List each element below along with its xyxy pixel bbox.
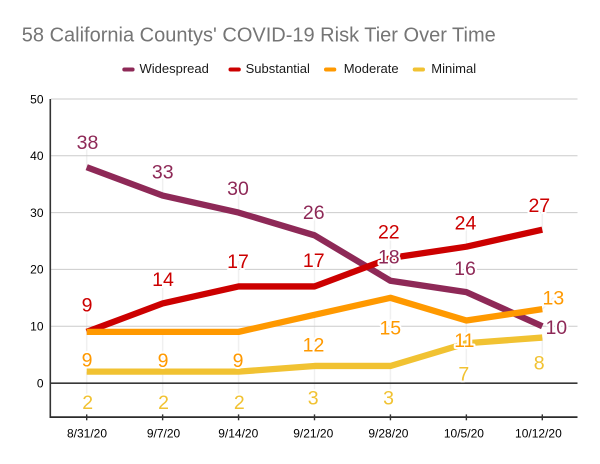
svg-text:7: 7 <box>458 364 469 386</box>
svg-text:Moderate: Moderate <box>344 61 399 76</box>
svg-text:20: 20 <box>30 263 44 277</box>
svg-text:Substantial: Substantial <box>246 61 310 76</box>
svg-text:50: 50 <box>30 92 44 106</box>
svg-text:17: 17 <box>303 250 325 272</box>
svg-text:8: 8 <box>534 353 545 375</box>
svg-text:18: 18 <box>378 246 400 268</box>
svg-text:27: 27 <box>528 195 550 217</box>
svg-text:11: 11 <box>454 330 474 352</box>
svg-text:22: 22 <box>378 222 400 244</box>
svg-text:14: 14 <box>152 269 174 291</box>
svg-text:9: 9 <box>233 350 244 372</box>
svg-text:15: 15 <box>379 318 401 340</box>
svg-text:12: 12 <box>303 335 325 357</box>
svg-text:2: 2 <box>82 392 93 414</box>
svg-text:38: 38 <box>77 132 99 154</box>
svg-text:13: 13 <box>543 288 565 310</box>
svg-text:26: 26 <box>303 202 325 224</box>
svg-text:10: 10 <box>30 320 44 334</box>
svg-text:9/28/20: 9/28/20 <box>368 427 408 441</box>
svg-text:Widespread: Widespread <box>140 61 209 76</box>
svg-text:9/14/20: 9/14/20 <box>218 427 258 441</box>
svg-text:16: 16 <box>454 258 476 280</box>
svg-text:40: 40 <box>30 149 44 163</box>
svg-text:10/12/20: 10/12/20 <box>515 427 562 441</box>
svg-text:33: 33 <box>152 161 174 183</box>
svg-text:3: 3 <box>383 388 394 410</box>
svg-text:Minimal: Minimal <box>431 61 476 76</box>
svg-text:58 California Countys' COVID-1: 58 California Countys' COVID-19 Risk Tie… <box>22 24 496 46</box>
svg-text:3: 3 <box>308 388 319 410</box>
svg-text:30: 30 <box>30 206 44 220</box>
svg-text:9: 9 <box>158 350 169 372</box>
svg-text:9: 9 <box>82 350 93 372</box>
svg-text:9/21/20: 9/21/20 <box>293 427 333 441</box>
svg-text:8/31/20: 8/31/20 <box>67 427 107 441</box>
svg-text:9/7/20: 9/7/20 <box>147 427 181 441</box>
svg-text:9: 9 <box>82 295 93 317</box>
svg-text:24: 24 <box>455 212 477 234</box>
svg-text:10: 10 <box>545 317 567 339</box>
svg-text:17: 17 <box>227 251 249 273</box>
svg-text:2: 2 <box>158 392 169 414</box>
svg-text:2: 2 <box>234 392 245 414</box>
svg-text:0: 0 <box>37 376 44 390</box>
svg-text:10/5/20: 10/5/20 <box>444 427 484 441</box>
svg-text:30: 30 <box>227 178 249 200</box>
